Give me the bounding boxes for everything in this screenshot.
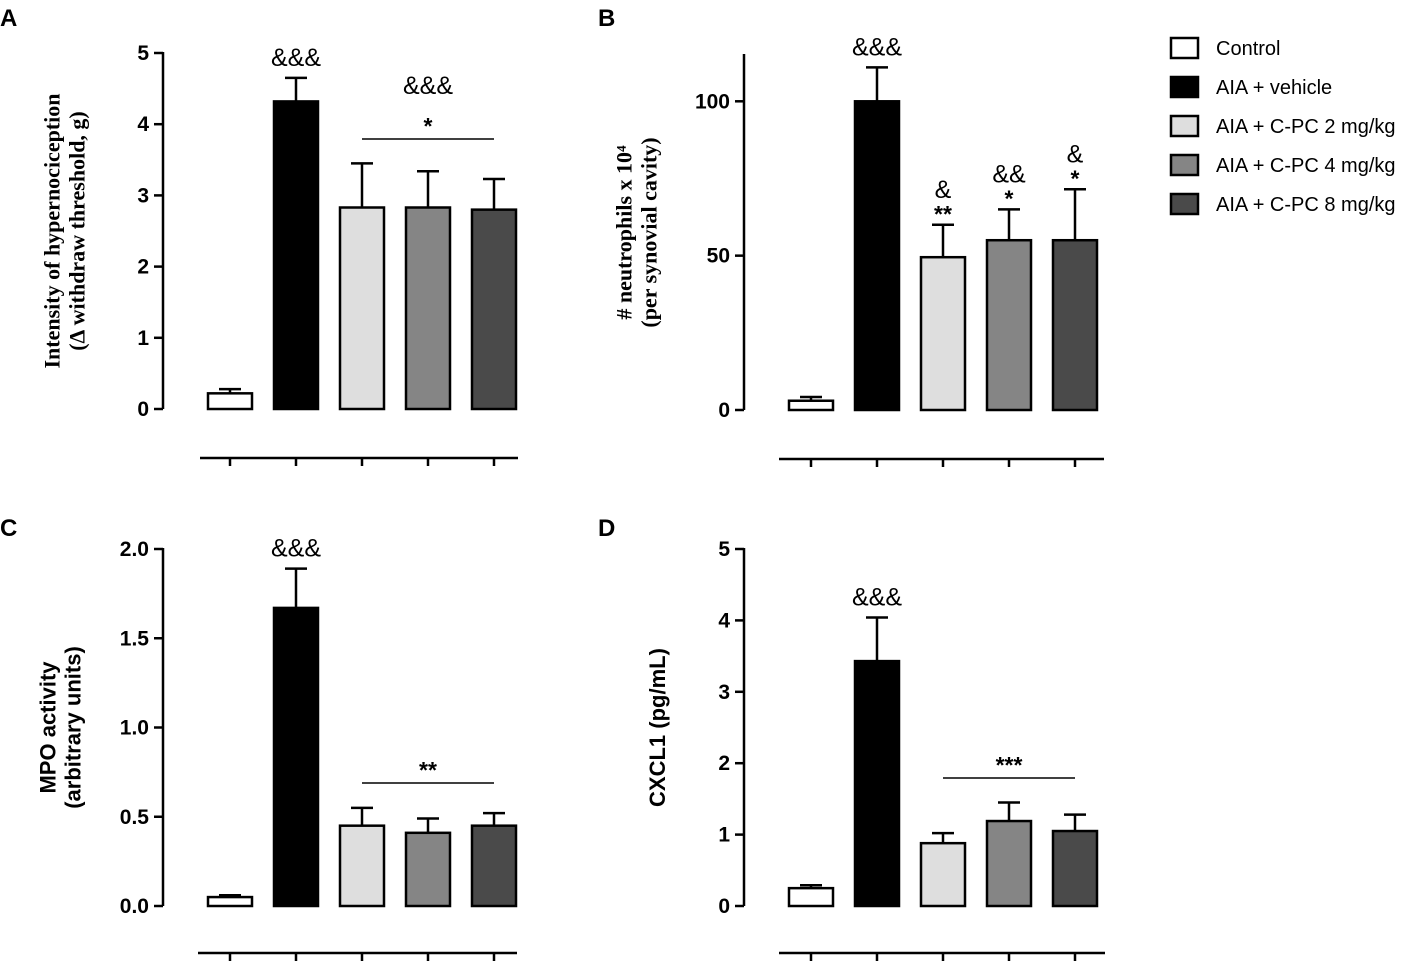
significance-label: &&& (852, 33, 902, 61)
y-tick-label: 100 (695, 90, 730, 113)
y-tick-label: 50 (707, 245, 730, 268)
bar (1051, 238, 1099, 412)
y-tick-label: 5 (718, 538, 730, 561)
y-tick-label: 3 (718, 681, 730, 704)
panel-letter: B (598, 5, 615, 32)
bar (470, 824, 518, 908)
panel-a: A 0 1 2 3 4 5 Intensity of hypernociception (Δ w… (0, 5, 518, 466)
significance-label: && (992, 160, 1026, 188)
legend-label: AIA + C-PC 8 mg/kg (1216, 194, 1396, 216)
y-tick-label: 5 (137, 42, 149, 65)
bar (206, 392, 254, 411)
group-significance-label: ** (419, 757, 437, 783)
y-axis-label: (Δ withdraw threshold, g) (65, 111, 90, 351)
legend-swatch (1169, 75, 1200, 99)
bar (1051, 829, 1099, 908)
y-tick-label: 1 (137, 327, 149, 350)
group-significance-label: * (424, 113, 433, 139)
bar (787, 399, 835, 412)
bar (470, 208, 518, 411)
significance-label: &&& (271, 535, 321, 563)
bar (404, 206, 452, 411)
bar (338, 824, 386, 908)
y-axis-label: (arbitrary units) (61, 646, 86, 809)
y-tick-label: 0 (137, 398, 149, 421)
y-tick-label: 4 (718, 609, 730, 632)
bar (985, 819, 1033, 908)
legend-swatch (1169, 36, 1200, 60)
panel-letter: C (0, 515, 17, 542)
y-tick-label: 0.0 (120, 895, 149, 918)
y-axis-label: (per synovial cavity) (637, 137, 662, 327)
panel-c: C 0.0 0.5 1.0 1.5 2.0 MPO activity (arbitrary u… (0, 515, 518, 961)
significance-label: * (1005, 185, 1014, 211)
significance-label: ** (934, 201, 952, 227)
y-tick-label: 2 (137, 256, 149, 279)
y-tick-label: 1 (718, 824, 730, 847)
bar (338, 206, 386, 411)
bar (272, 100, 320, 411)
legend-label: AIA + vehicle (1216, 77, 1332, 99)
y-tick-label: 1.5 (120, 627, 150, 650)
y-tick-label: 2 (718, 752, 730, 775)
group-significance-label: &&& (403, 72, 453, 100)
bar (404, 831, 452, 908)
panel-letter: A (0, 5, 17, 32)
legend-swatch (1169, 114, 1200, 138)
y-tick-label: 3 (137, 184, 149, 207)
y-tick-label: 0 (718, 895, 730, 918)
panel-d: D 0 1 2 3 4 5 CXCL1 (pg/mL) &&& *** (598, 515, 1105, 961)
y-tick-label: 1.0 (120, 717, 149, 740)
y-axis-label: Intensity of hypernociception (40, 94, 65, 369)
legend-swatch (1169, 192, 1200, 216)
significance-label: & (1067, 140, 1084, 168)
bar (853, 100, 901, 412)
y-tick-label: 0.5 (120, 806, 150, 829)
significance-label: * (1071, 165, 1080, 191)
y-tick-label: 4 (137, 113, 149, 136)
legend-label: AIA + C-PC 2 mg/kg (1216, 116, 1396, 138)
bar (919, 255, 967, 412)
bar (272, 606, 320, 908)
legend-swatch (1169, 153, 1200, 177)
bar (787, 886, 835, 908)
y-tick-label: 2.0 (120, 538, 149, 561)
y-axis-label: MPO activity (36, 661, 61, 794)
group-significance-label: *** (996, 752, 1023, 778)
panel-b: B 0 50 100 # neutrophils x 10⁴ (per synovial … (598, 5, 1104, 467)
bar (206, 895, 254, 908)
significance-label: &&& (271, 44, 321, 72)
y-tick-label: 0 (718, 399, 730, 422)
bar (985, 238, 1033, 412)
bar (853, 659, 901, 908)
legend-label: AIA + C-PC 4 mg/kg (1216, 155, 1396, 177)
significance-label: &&& (852, 584, 902, 612)
y-axis-label: # neutrophils x 10⁴ (612, 145, 637, 320)
bar (919, 841, 967, 908)
panel-letter: D (598, 515, 615, 542)
legend-label: Control (1216, 38, 1280, 60)
y-axis-label: CXCL1 (pg/mL) (645, 648, 670, 807)
significance-label: & (935, 176, 952, 204)
legend: Control AIA + vehicle AIA + C-PC 2 mg/kg AI… (1169, 36, 1396, 216)
